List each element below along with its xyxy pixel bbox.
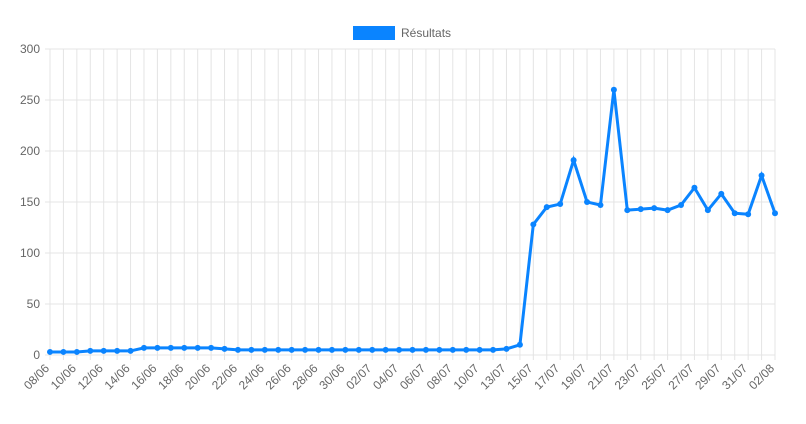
point — [47, 348, 53, 355]
x-tick-label: 08/06 — [21, 361, 52, 392]
point — [208, 344, 215, 351]
x-tick-label: 06/07 — [397, 361, 428, 392]
point — [422, 346, 429, 353]
x-tick-label: 17/07 — [531, 361, 562, 392]
point — [476, 346, 483, 353]
point — [288, 346, 295, 353]
point — [369, 346, 376, 353]
point — [221, 345, 228, 352]
x-tick-label: 29/07 — [692, 361, 723, 392]
x-tick-label: 15/07 — [504, 361, 535, 392]
point — [436, 346, 443, 353]
x-tick-label: 30/06 — [316, 361, 347, 392]
point — [637, 206, 644, 213]
point — [490, 346, 497, 353]
y-tick-label: 0 — [33, 348, 40, 362]
x-tick-label: 26/06 — [263, 361, 294, 392]
point — [704, 207, 711, 214]
point — [543, 204, 550, 211]
x-tick-label: 23/07 — [612, 361, 643, 392]
x-tick-label: 08/07 — [424, 361, 455, 392]
point — [342, 346, 349, 353]
point — [73, 348, 80, 355]
point — [570, 157, 577, 164]
point — [114, 347, 121, 354]
legend-label: Résultats — [401, 26, 451, 40]
y-tick-label: 200 — [20, 144, 40, 158]
legend-swatch — [353, 26, 395, 40]
x-tick-label: 13/07 — [477, 361, 508, 392]
point — [100, 347, 107, 354]
x-tick-label: 31/07 — [719, 361, 750, 392]
point — [678, 202, 685, 209]
point — [463, 346, 470, 353]
x-tick-label: 20/06 — [182, 361, 213, 392]
point — [234, 346, 241, 353]
point — [516, 341, 523, 348]
point — [584, 199, 591, 205]
point — [624, 207, 631, 214]
point — [731, 210, 738, 217]
x-tick-label: 02/07 — [343, 361, 374, 392]
x-tick-label: 21/07 — [585, 361, 616, 392]
x-tick-label: 24/06 — [236, 361, 267, 392]
point — [328, 346, 335, 353]
point — [503, 345, 510, 352]
x-tick-label: 22/06 — [209, 361, 240, 392]
point — [315, 346, 322, 353]
point — [758, 172, 765, 179]
point — [718, 190, 725, 197]
y-tick-label: 100 — [20, 246, 40, 260]
y-tick-label: 300 — [20, 42, 40, 56]
x-tick-label: 27/07 — [665, 361, 696, 392]
x-tick-label: 28/06 — [290, 361, 321, 392]
point — [597, 202, 604, 209]
x-tick-label: 14/06 — [102, 361, 133, 392]
point — [194, 344, 201, 351]
point — [302, 346, 309, 353]
point — [664, 207, 671, 214]
x-tick-label: 19/07 — [558, 361, 589, 392]
point — [691, 184, 698, 191]
point — [167, 344, 174, 351]
point — [557, 201, 564, 208]
point — [772, 210, 778, 217]
point — [651, 205, 658, 212]
point — [154, 344, 161, 351]
x-tick-label: 04/07 — [370, 361, 401, 392]
y-tick-label: 150 — [20, 195, 40, 209]
point — [127, 347, 134, 354]
point — [275, 346, 282, 353]
point — [248, 346, 255, 353]
point — [261, 346, 268, 353]
point — [396, 346, 403, 353]
point — [449, 346, 456, 353]
point — [87, 347, 94, 354]
point — [382, 346, 389, 353]
x-tick-label: 18/06 — [155, 361, 186, 392]
x-tick-label: 25/07 — [639, 361, 670, 392]
point — [610, 86, 617, 93]
x-tick-label: 02/08 — [746, 361, 777, 392]
x-tick-label: 10/06 — [48, 361, 79, 392]
y-tick-label: 50 — [27, 297, 41, 311]
point — [530, 221, 537, 228]
point — [181, 344, 188, 351]
point — [60, 348, 67, 355]
point — [355, 346, 362, 353]
x-tick-label: 10/07 — [451, 361, 482, 392]
point — [745, 211, 752, 218]
y-tick-label: 250 — [20, 93, 40, 107]
point — [409, 346, 416, 353]
x-tick-label: 12/06 — [75, 361, 106, 392]
x-tick-label: 16/06 — [128, 361, 159, 392]
point — [140, 344, 147, 351]
